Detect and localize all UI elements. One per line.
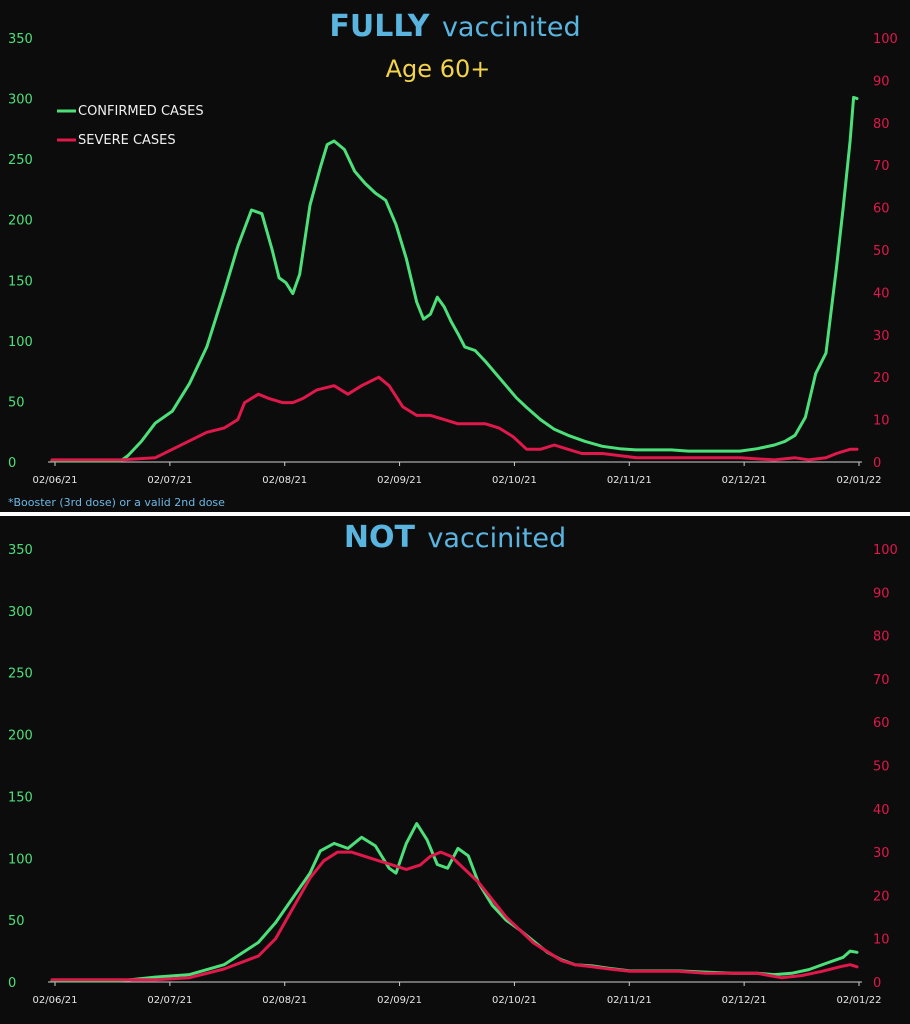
x-tick-label: 02/11/21 (607, 995, 652, 1006)
x-tick-label: 02/12/21 (722, 475, 767, 486)
y-tick-right-60: 60 (873, 716, 890, 731)
y-tick-left-0: 0 (8, 456, 16, 471)
x-tick-label: 02/01/22 (837, 995, 882, 1006)
x-tick-label: 02/07/21 (147, 475, 192, 486)
x-tick-label: 02/06/21 (33, 475, 78, 486)
y-tick-right-100: 100 (873, 543, 898, 558)
x-tick-label: 02/07/21 (147, 995, 192, 1006)
legend-label-confirmed: CONFIRMED CASES (78, 104, 204, 119)
y-tick-right-30: 30 (873, 846, 890, 861)
y-tick-right-20: 20 (873, 889, 890, 904)
y-tick-left-0: 0 (8, 976, 16, 991)
series-line-severe-cases (50, 850, 859, 982)
y-tick-right-30: 30 (873, 329, 890, 344)
y-tick-left-250: 250 (8, 667, 33, 682)
y-tick-right-10: 10 (873, 414, 890, 429)
y-tick-left-350: 350 (8, 32, 33, 47)
title-rest: vaccinited (427, 523, 566, 554)
not-vaccinated-panel: NOT vaccinited 0 50 100 150 200 250 300 350 0 10… (0, 516, 910, 1024)
y-axis-right: 0 10 20 30 40 50 60 70 80 90 100 (873, 32, 898, 471)
x-axis: 02/06/21 02/07/21 02/08/21 02/09/21 02/10/21… (33, 982, 882, 1006)
series-lines (50, 95, 859, 463)
y-tick-right-80: 80 (873, 630, 890, 645)
chart-subtitle: Age 60+ (386, 55, 491, 83)
fully-vaccinated-chart: FULLY vaccinited Age 60+ CONFIRMED CASES… (8, 9, 898, 509)
y-tick-left-200: 200 (8, 729, 33, 744)
y-tick-right-0: 0 (873, 456, 881, 471)
y-tick-left-100: 100 (8, 335, 33, 350)
y-tick-right-70: 70 (873, 159, 890, 174)
y-tick-right-10: 10 (873, 933, 890, 948)
title-rest: vaccinited (442, 12, 581, 43)
series-lines (50, 822, 859, 983)
x-axis: 02/06/21 02/07/21 02/08/21 02/09/21 02/10/21… (33, 462, 882, 486)
x-tick-label: 02/09/21 (377, 995, 422, 1006)
footnote: *Booster (3rd dose) or a valid 2nd dose (8, 496, 225, 509)
y-tick-right-70: 70 (873, 673, 890, 688)
y-tick-right-0: 0 (873, 976, 881, 991)
y-tick-right-90: 90 (873, 586, 890, 601)
legend: CONFIRMED CASES SEVERE CASES (57, 104, 204, 148)
y-tick-left-100: 100 (8, 852, 33, 867)
y-tick-left-300: 300 (8, 93, 33, 108)
legend-label-severe: SEVERE CASES (78, 133, 176, 148)
y-tick-left-50: 50 (8, 914, 25, 929)
x-tick-label: 02/10/21 (492, 995, 537, 1006)
y-tick-left-50: 50 (8, 395, 25, 410)
y-tick-left-350: 350 (8, 543, 33, 558)
series-line-confirmed-cases (50, 95, 859, 463)
y-tick-right-40: 40 (873, 803, 890, 818)
series-line-confirmed-cases (50, 822, 859, 983)
x-tick-label: 02/10/21 (492, 475, 537, 486)
y-tick-right-60: 60 (873, 202, 890, 217)
title-strong: FULLY (329, 9, 430, 44)
y-tick-right-40: 40 (873, 286, 890, 301)
y-tick-right-50: 50 (873, 760, 890, 775)
y-tick-left-150: 150 (8, 790, 33, 805)
y-tick-right-100: 100 (873, 32, 898, 47)
chart-title: NOT vaccinited (344, 520, 566, 555)
y-tick-right-50: 50 (873, 244, 890, 259)
fully-vaccinated-panel: FULLY vaccinited Age 60+ CONFIRMED CASES… (0, 0, 910, 512)
y-tick-right-20: 20 (873, 371, 890, 386)
y-tick-right-90: 90 (873, 74, 890, 89)
x-tick-label: 02/08/21 (262, 475, 307, 486)
y-axis-left: 0 50 100 150 200 250 300 350 (8, 32, 33, 471)
x-tick-label: 02/11/21 (607, 475, 652, 486)
x-tick-label: 02/01/22 (837, 475, 882, 486)
y-tick-left-300: 300 (8, 605, 33, 620)
series-line-severe-cases (50, 375, 859, 462)
chart-title: FULLY vaccinited (329, 9, 580, 44)
y-tick-left-150: 150 (8, 274, 33, 289)
x-tick-label: 02/06/21 (33, 995, 78, 1006)
title-strong: NOT (344, 520, 416, 555)
x-tick-label: 02/12/21 (722, 995, 767, 1006)
y-tick-right-80: 80 (873, 117, 890, 132)
x-tick-label: 02/09/21 (377, 475, 422, 486)
y-tick-left-200: 200 (8, 214, 33, 229)
x-tick-label: 02/08/21 (262, 995, 307, 1006)
y-axis-left: 0 50 100 150 200 250 300 350 (8, 543, 33, 991)
y-tick-left-250: 250 (8, 153, 33, 168)
not-vaccinated-chart: NOT vaccinited 0 50 100 150 200 250 300 350 0 10… (8, 520, 898, 1006)
y-axis-right: 0 10 20 30 40 50 60 70 80 90 100 (873, 543, 898, 991)
